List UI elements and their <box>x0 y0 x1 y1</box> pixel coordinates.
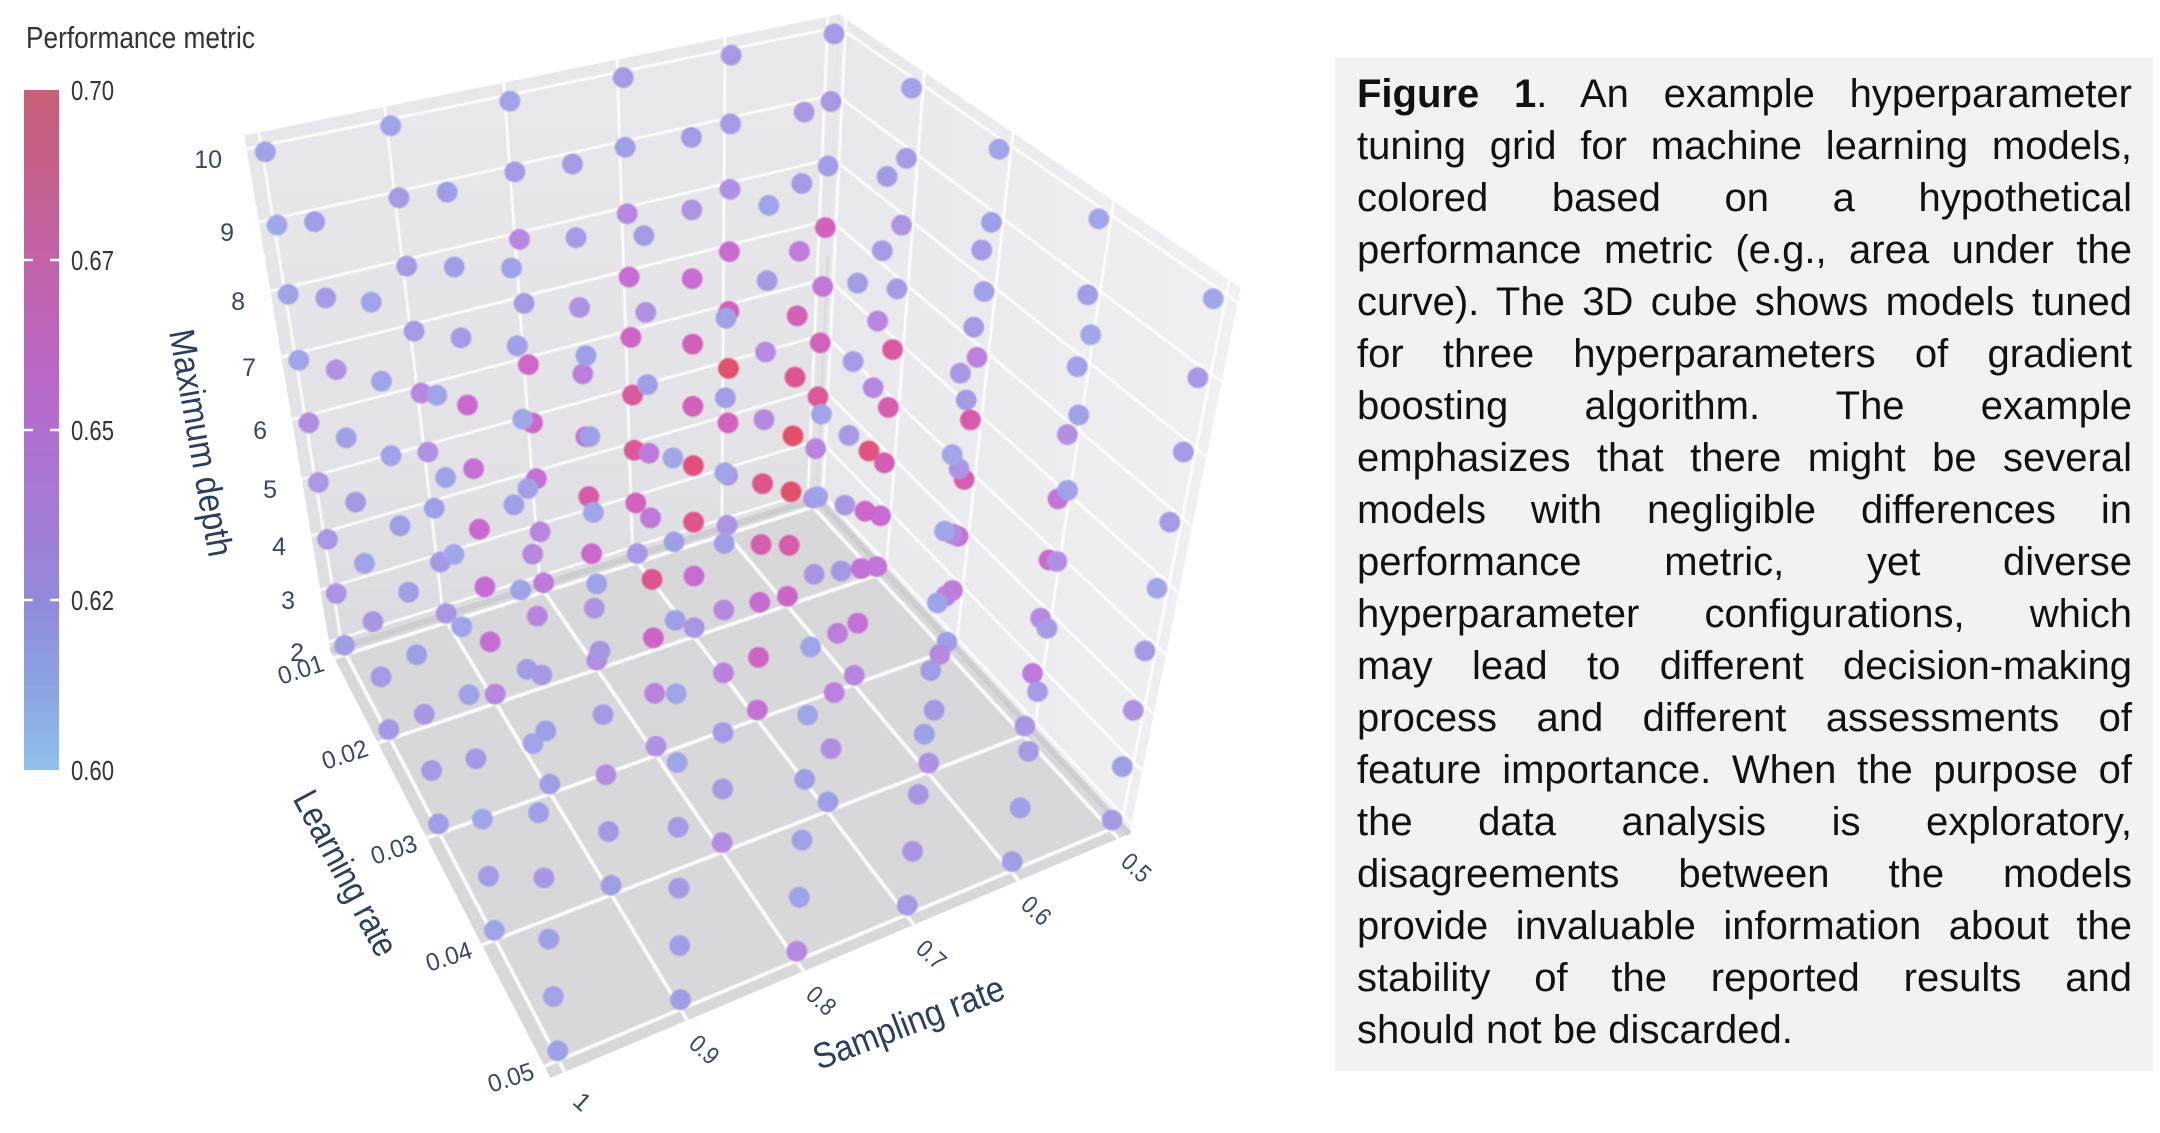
svg-text:2: 2 <box>290 639 304 667</box>
svg-text:8: 8 <box>231 288 245 316</box>
svg-text:3: 3 <box>281 587 295 615</box>
svg-text:Performance metric: Performance metric <box>26 20 255 55</box>
svg-text:0.70: 0.70 <box>71 75 114 106</box>
svg-text:7: 7 <box>242 354 256 382</box>
svg-text:0.62: 0.62 <box>71 585 114 616</box>
svg-text:10: 10 <box>194 146 222 174</box>
svg-text:6: 6 <box>253 417 267 445</box>
svg-text:4: 4 <box>272 533 286 561</box>
svg-text:5: 5 <box>263 476 277 504</box>
svg-text:0.65: 0.65 <box>71 415 114 446</box>
svg-text:0.60: 0.60 <box>71 755 114 786</box>
svg-text:0.67: 0.67 <box>71 245 114 276</box>
svg-text:9: 9 <box>220 219 234 247</box>
